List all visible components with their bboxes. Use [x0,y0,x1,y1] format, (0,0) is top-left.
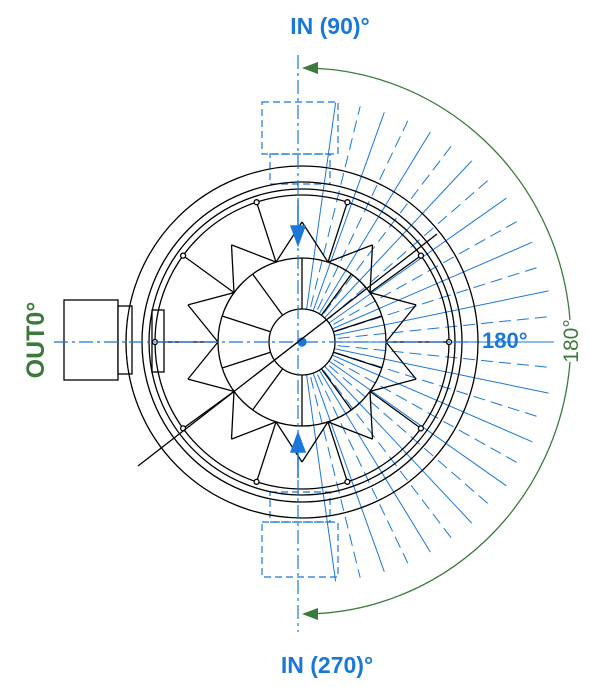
inner-spoke [252,368,284,411]
bottom-inlet-label: IN (270)° [281,652,373,678]
inner-spoke [320,368,352,411]
down-arrow-icon [289,225,307,248]
brace-line [327,421,373,440]
fan-line [301,160,473,343]
spoke-joint [179,252,187,259]
top-inlet-label: IN (90)° [290,13,370,39]
brace-line [231,421,277,440]
fan-line-dashed [301,106,361,343]
arc-arrowhead-top-icon [302,62,318,74]
fan-line [301,197,507,343]
angle-arc [302,62,571,620]
brace-line [327,244,373,263]
fan-line [301,290,549,343]
bottom-inlet-pipe-outline [261,491,339,578]
spoke-joint [344,478,351,485]
fan-line [301,341,533,443]
arc-angle-label: 180° [560,319,583,362]
fan-line [301,102,337,343]
fan-line-dashed [301,341,521,465]
fan-line-dashed [301,341,491,506]
outlet-pipe [63,299,165,381]
spoke-joint [417,252,425,259]
diagonal-indicator-line [137,233,438,467]
inner-spoke [252,273,284,316]
fan-line [301,341,431,553]
inner-spoke [333,315,383,333]
spoke-joint [417,425,425,432]
fan-line [301,341,507,487]
arc-arrowhead-bottom-icon [302,608,318,620]
outer-spoke [255,201,277,263]
spoke-joint [253,478,260,485]
brace-line [187,291,235,306]
brace-line [230,391,235,440]
fan-line [301,241,533,343]
spoke-joint [253,199,260,206]
fan-line [301,341,549,394]
brace-line [301,221,329,263]
center-lines [54,55,470,632]
fan-line [301,341,337,582]
fan-line-dashed [301,120,409,343]
inner-spoke [333,351,383,369]
outlet-label: OUT0° [22,302,50,379]
up-arrow-icon [289,430,307,453]
fan-line [301,112,385,343]
brace-line [369,391,374,440]
fan-line [301,341,473,524]
fan-line [301,131,431,343]
outer-spoke [182,255,235,294]
outer-spoke [369,390,422,429]
fan-line-dashed [301,315,553,343]
brace-line [187,341,219,380]
brace-line [369,291,417,306]
brace-line [301,421,329,463]
inner-spoke [221,315,271,333]
spoke-joint [344,199,351,206]
brace-line [369,244,374,293]
outer-spoke [327,421,349,483]
inner-spoke [221,351,271,369]
fan-line-dashed [301,341,361,578]
brace-line [385,341,417,380]
brace-line [385,304,417,343]
fan-line-dashed [301,341,453,540]
outer-spoke [255,421,277,483]
flow-arrows [289,200,307,478]
fan-line-dashed [301,219,521,343]
brace-line [187,378,235,393]
fan-line-dashed [301,341,553,369]
fan-line-dashed [301,144,453,343]
brace-line [230,244,235,293]
brace-line [369,378,417,393]
brace-line [187,304,219,343]
outer-spoke [369,255,422,294]
fan-line [301,341,385,572]
outer-spoke [327,201,349,263]
brace-line [231,244,277,263]
top-inlet-pipe-outline [261,101,339,185]
fan-line-dashed [301,341,409,564]
right-angle-label: 180° [482,328,528,353]
inner-spoke [320,273,352,316]
rotation-fan-lines [301,102,554,582]
